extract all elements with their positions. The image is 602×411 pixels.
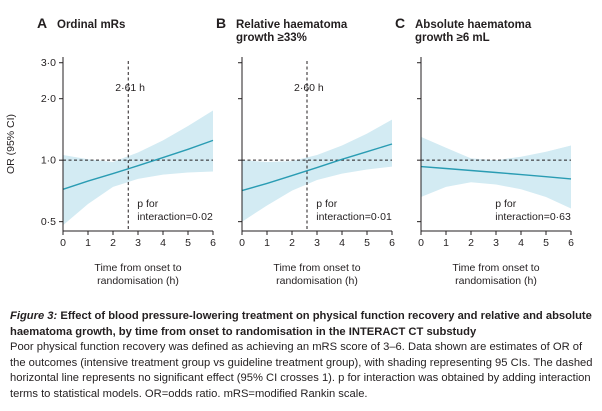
x-axis-label: Time from onset to: [452, 262, 539, 274]
x-tick-label: 1: [85, 237, 91, 249]
figure-panels: A Ordinal mRs 2·61 h 3·0 2·0 1·0 0·5 0 1 2 3 4 5 6 Tim…: [5, 15, 574, 287]
caption-title-text: Effect of blood pressure-lowering treatm…: [10, 310, 592, 338]
x-tick-label: 6: [210, 237, 216, 249]
x-tick-label: 4: [160, 237, 166, 249]
figure-caption: Figure 3: Effect of blood pressure-lower…: [10, 309, 596, 402]
confidence-band: [242, 119, 392, 222]
x-axis-label: randomisation (h): [276, 275, 358, 287]
x-tick-label: 4: [518, 237, 524, 249]
time-marker-label: 2·61 h: [115, 82, 145, 94]
x-axis-label: randomisation (h): [97, 275, 179, 287]
y-tick-label: 3·0: [41, 57, 56, 69]
panel-title-line: growth ≥6 mL: [415, 32, 490, 44]
caption-title: Figure 3: Effect of blood pressure-lower…: [10, 309, 596, 340]
x-tick-label: 3: [493, 237, 499, 249]
panel-title-line: Ordinal mRs: [57, 19, 125, 31]
p-interaction-label: interaction=0·01: [316, 211, 392, 223]
x-axis-label: Time from onset to: [94, 262, 181, 274]
p-interaction-label: p for: [137, 198, 159, 210]
caption-body: Poor physical function recovery was defi…: [10, 341, 593, 400]
y-axis-label: OR (95% CI): [5, 114, 17, 174]
x-tick-label: 5: [364, 237, 370, 249]
p-interaction-label: interaction=0·63: [495, 211, 571, 223]
p-interaction-label: p for: [316, 198, 338, 210]
p-interaction-label: interaction=0·02: [137, 211, 213, 223]
figure-label: Figure 3:: [10, 310, 58, 322]
x-tick-label: 6: [389, 237, 395, 249]
x-tick-label: 5: [543, 237, 549, 249]
x-tick-label: 2: [289, 237, 295, 249]
x-tick-label: 4: [339, 237, 345, 249]
time-marker-label: 2·60 h: [294, 82, 324, 94]
y-tick-label: 0·5: [41, 216, 56, 228]
confidence-band: [63, 110, 213, 226]
x-tick-label: 6: [568, 237, 574, 249]
x-axis-label: Time from onset to: [273, 262, 360, 274]
x-tick-label: 0: [418, 237, 424, 249]
y-tick-label: 2·0: [41, 93, 56, 105]
estimate-line: [420, 165, 572, 180]
x-tick-label: 2: [468, 237, 474, 249]
x-axis-label: randomisation (h): [455, 275, 537, 287]
x-tick-label: 5: [185, 237, 191, 249]
x-tick-label: 3: [314, 237, 320, 249]
estimate-line: [241, 143, 393, 192]
p-interaction-label: p for: [495, 198, 517, 210]
panel-letter: A: [37, 15, 47, 31]
x-tick-label: 0: [60, 237, 66, 249]
y-tick-label: 1·0: [41, 155, 56, 167]
estimate-line: [62, 139, 214, 190]
panel-letter: B: [216, 15, 226, 31]
x-tick-label: 3: [135, 237, 141, 249]
x-tick-label: 1: [264, 237, 270, 249]
panel-letter: C: [395, 15, 405, 31]
x-tick-label: 0: [239, 237, 245, 249]
x-tick-label: 1: [443, 237, 449, 249]
panel-title-line: Absolute haematoma: [415, 19, 532, 31]
panel-a: A Ordinal mRs 2·61 h 3·0 2·0 1·0 0·5 0 1 2 3 4 5 6 Tim…: [5, 15, 216, 287]
x-tick-label: 2: [110, 237, 116, 249]
panel-title-line: growth ≥33%: [236, 32, 307, 44]
panel-title-line: Relative haematoma: [236, 19, 348, 31]
